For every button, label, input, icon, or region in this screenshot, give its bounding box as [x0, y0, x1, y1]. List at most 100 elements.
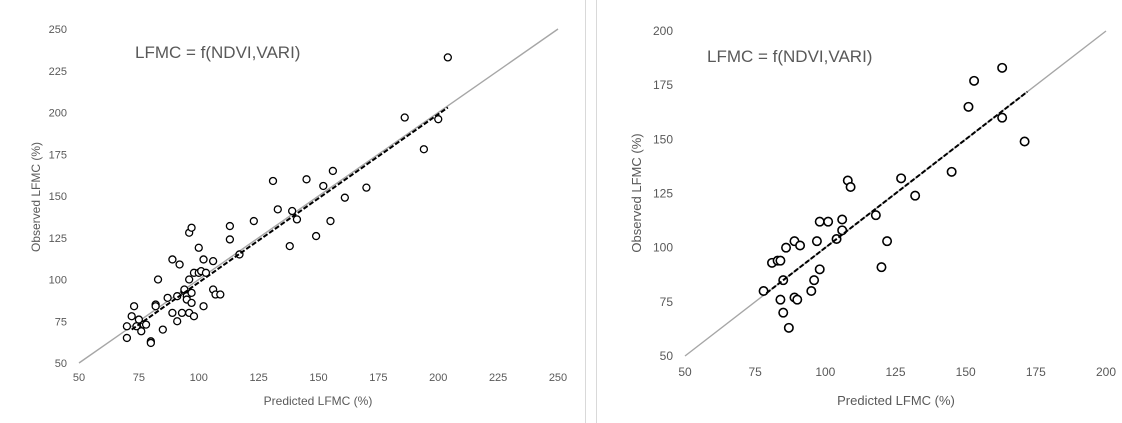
- data-point: [134, 315, 144, 324]
- data-point: [163, 293, 172, 303]
- x-tick-label: 150: [956, 365, 976, 379]
- data-point: [194, 243, 203, 252]
- data-point: [400, 113, 409, 122]
- data-point: [189, 312, 199, 321]
- data-point: [814, 216, 825, 227]
- data-point: [882, 236, 893, 247]
- x-tick-label: 75: [133, 372, 145, 384]
- data-point: [141, 320, 151, 329]
- data-point: [122, 333, 132, 343]
- data-point: [910, 190, 921, 201]
- chart-annotation: LFMC = f(NDVI,VARI): [135, 43, 300, 62]
- y-tick-label: 75: [55, 316, 67, 328]
- data-point: [273, 205, 282, 214]
- x-tick-label: 125: [249, 372, 267, 384]
- data-point: [187, 288, 196, 298]
- data-point: [758, 285, 769, 296]
- x-tick-label: 75: [748, 365, 762, 379]
- one-to-one-line: [78, 28, 559, 364]
- y-tick-label: 200: [49, 108, 67, 120]
- y-tick-label: 175: [49, 149, 67, 161]
- data-point: [285, 241, 294, 251]
- data-point: [185, 275, 194, 284]
- scatter-chart-left: 50 75 100 125 150 175 200 225 250 50 75 100 125 150 17…: [29, 24, 567, 408]
- data-point: [946, 166, 957, 177]
- data-point: [175, 260, 184, 269]
- x-axis-label: Predicted LFMC (%): [264, 394, 373, 408]
- x-tick-label: 225: [489, 372, 507, 384]
- data-point: [199, 302, 208, 311]
- data-point: [870, 210, 881, 221]
- y-tick-label: 100: [49, 275, 67, 287]
- data-point: [199, 255, 208, 264]
- data-point: [837, 214, 848, 225]
- data-point: [775, 294, 786, 305]
- chart-panel-left: 50 75 100 125 150 175 200 225 250 50 75 100 125 150 17…: [29, 0, 586, 423]
- data-point: [775, 255, 786, 266]
- data-point: [419, 145, 429, 154]
- data-point: [225, 235, 235, 244]
- x-tick-label: 100: [190, 372, 208, 384]
- data-point: [340, 193, 349, 202]
- data-point: [328, 166, 338, 176]
- x-tick-label: 150: [309, 372, 327, 384]
- data-point: [778, 307, 789, 318]
- x-tick-label: 100: [815, 365, 835, 379]
- data-point: [963, 101, 974, 112]
- data-point: [129, 302, 139, 311]
- x-tick-label: 250: [549, 372, 567, 384]
- data-point: [814, 264, 825, 275]
- chart-annotation: LFMC = f(NDVI,VARI): [707, 47, 872, 66]
- y-tick-label: 200: [653, 24, 673, 38]
- data-point: [811, 236, 822, 247]
- data-point: [187, 223, 196, 232]
- data-point: [225, 221, 235, 231]
- data-point: [876, 262, 887, 273]
- data-point: [845, 182, 856, 193]
- y-tick-label: 250: [49, 24, 67, 36]
- data-point: [268, 176, 278, 186]
- data-point: [122, 322, 132, 331]
- data-point: [137, 327, 146, 336]
- data-point: [168, 255, 177, 264]
- y-axis-label: Observed LFMC (%): [29, 142, 43, 252]
- x-tick-label: 175: [1026, 365, 1046, 379]
- data-point: [319, 181, 328, 191]
- data-point: [434, 115, 443, 124]
- data-point: [997, 112, 1008, 123]
- data-point: [151, 302, 160, 311]
- data-point: [153, 275, 163, 284]
- x-tick-label: 50: [678, 365, 692, 379]
- data-point: [781, 242, 792, 253]
- data-point: [795, 240, 806, 251]
- data-point: [168, 308, 177, 318]
- data-point: [292, 215, 302, 224]
- data-point: [302, 175, 311, 184]
- data-point: [177, 308, 187, 318]
- scatter-chart-right: 50 75 100 125 150 175 200 50 75 100 125 150 175 200 L…: [629, 24, 1116, 408]
- data-point: [806, 285, 817, 296]
- data-point: [187, 298, 196, 308]
- data-point: [288, 206, 297, 216]
- data-point: [146, 338, 156, 348]
- x-tick-label: 50: [73, 372, 85, 384]
- data-point: [311, 231, 321, 241]
- data-point: [127, 312, 136, 321]
- data-point: [173, 317, 182, 326]
- data-point: [896, 173, 907, 184]
- y-tick-label: 225: [49, 66, 67, 78]
- y-tick-label: 150: [49, 191, 67, 203]
- y-tick-label: 75: [660, 295, 674, 309]
- y-tick-label: 175: [653, 78, 673, 92]
- x-tick-label: 125: [885, 365, 905, 379]
- x-axis-label: Predicted LFMC (%): [837, 393, 955, 408]
- y-tick-label: 125: [49, 233, 67, 245]
- trend-line: [765, 90, 1029, 294]
- data-point: [216, 290, 225, 299]
- data-point: [783, 322, 794, 333]
- data-point: [969, 75, 980, 86]
- data-point: [823, 216, 834, 227]
- y-tick-label: 50: [55, 358, 67, 370]
- y-tick-label: 150: [653, 132, 673, 146]
- trend-line: [131, 106, 449, 331]
